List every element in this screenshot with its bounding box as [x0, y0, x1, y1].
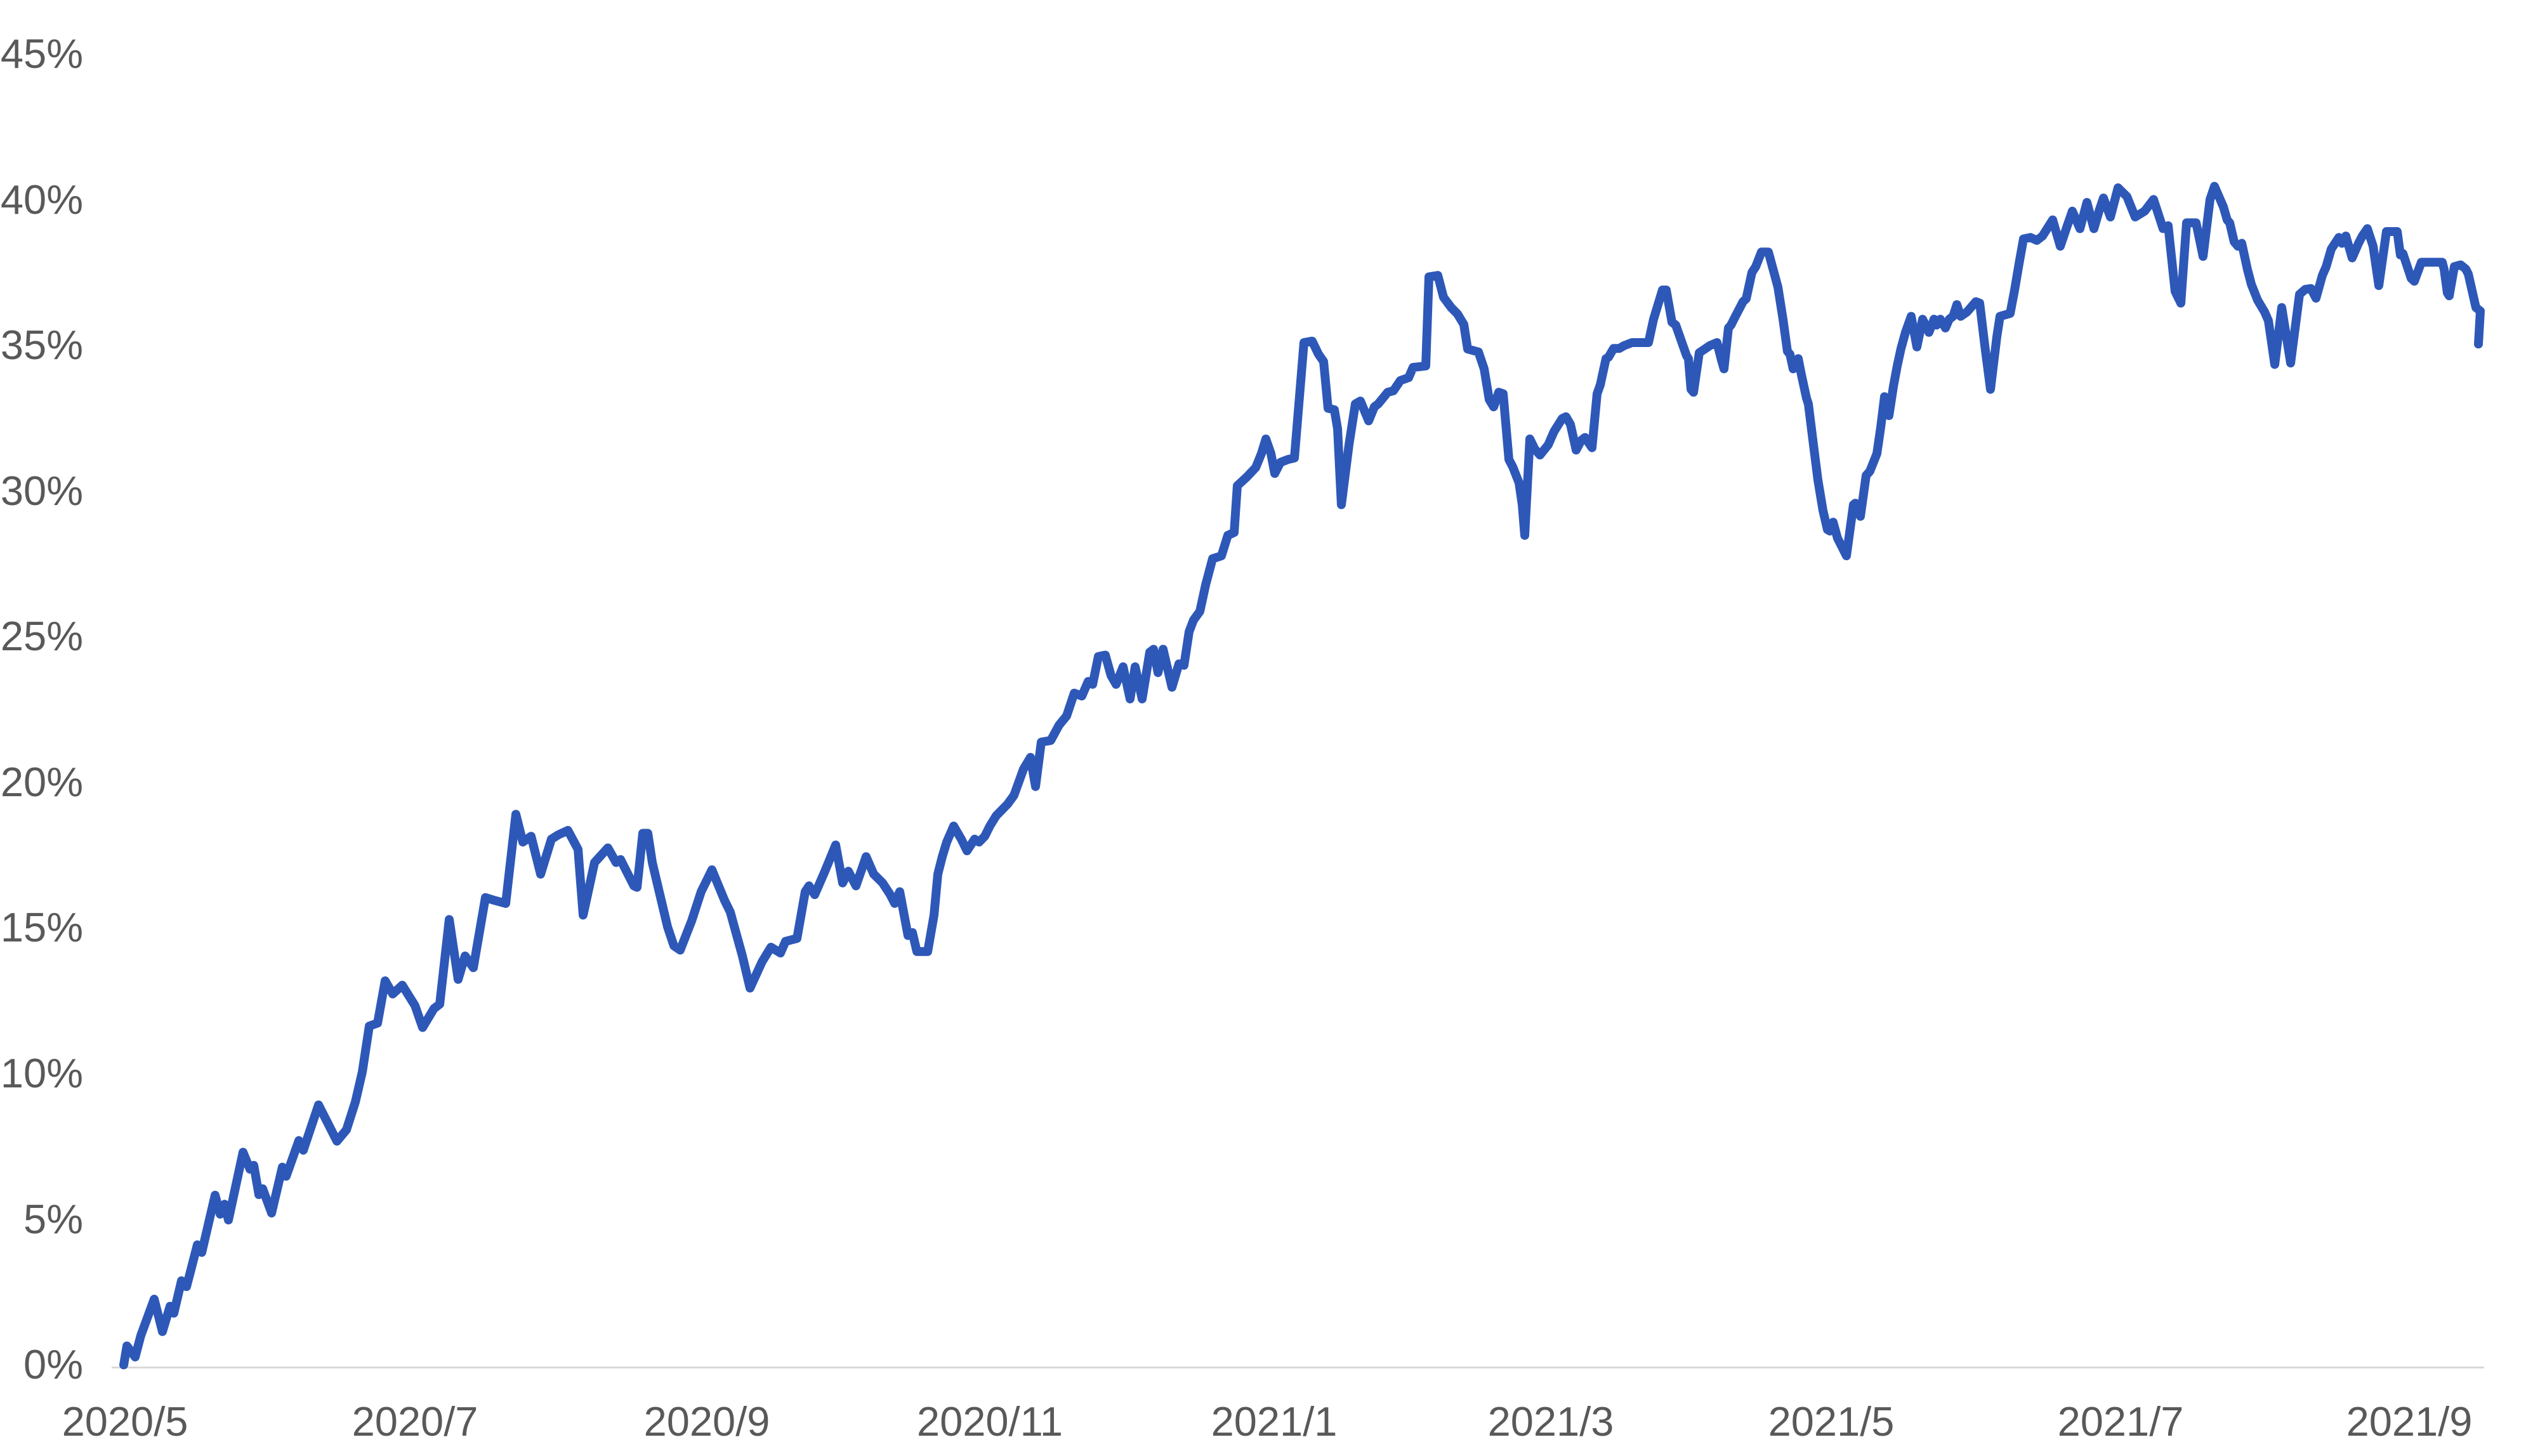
svg-text:35%: 35% [1, 322, 83, 368]
svg-text:10%: 10% [1, 1050, 83, 1096]
svg-text:45%: 45% [1, 30, 83, 77]
svg-text:5%: 5% [23, 1196, 83, 1242]
svg-text:2021/7: 2021/7 [2058, 1398, 2184, 1445]
svg-text:15%: 15% [1, 904, 83, 950]
svg-text:0%: 0% [23, 1341, 83, 1387]
svg-text:30%: 30% [1, 468, 83, 514]
svg-text:40%: 40% [1, 176, 83, 223]
svg-text:2020/11: 2020/11 [917, 1398, 1063, 1445]
svg-text:2020/9: 2020/9 [644, 1398, 770, 1445]
svg-text:2021/5: 2021/5 [1768, 1398, 1895, 1445]
svg-text:2021/1: 2021/1 [1211, 1398, 1338, 1445]
svg-text:20%: 20% [1, 759, 83, 805]
svg-text:2020/7: 2020/7 [352, 1398, 478, 1445]
svg-text:2021/9: 2021/9 [2346, 1398, 2473, 1445]
svg-text:2020/5: 2020/5 [62, 1398, 188, 1445]
svg-text:25%: 25% [1, 613, 83, 659]
svg-text:2021/3: 2021/3 [1488, 1398, 1614, 1445]
